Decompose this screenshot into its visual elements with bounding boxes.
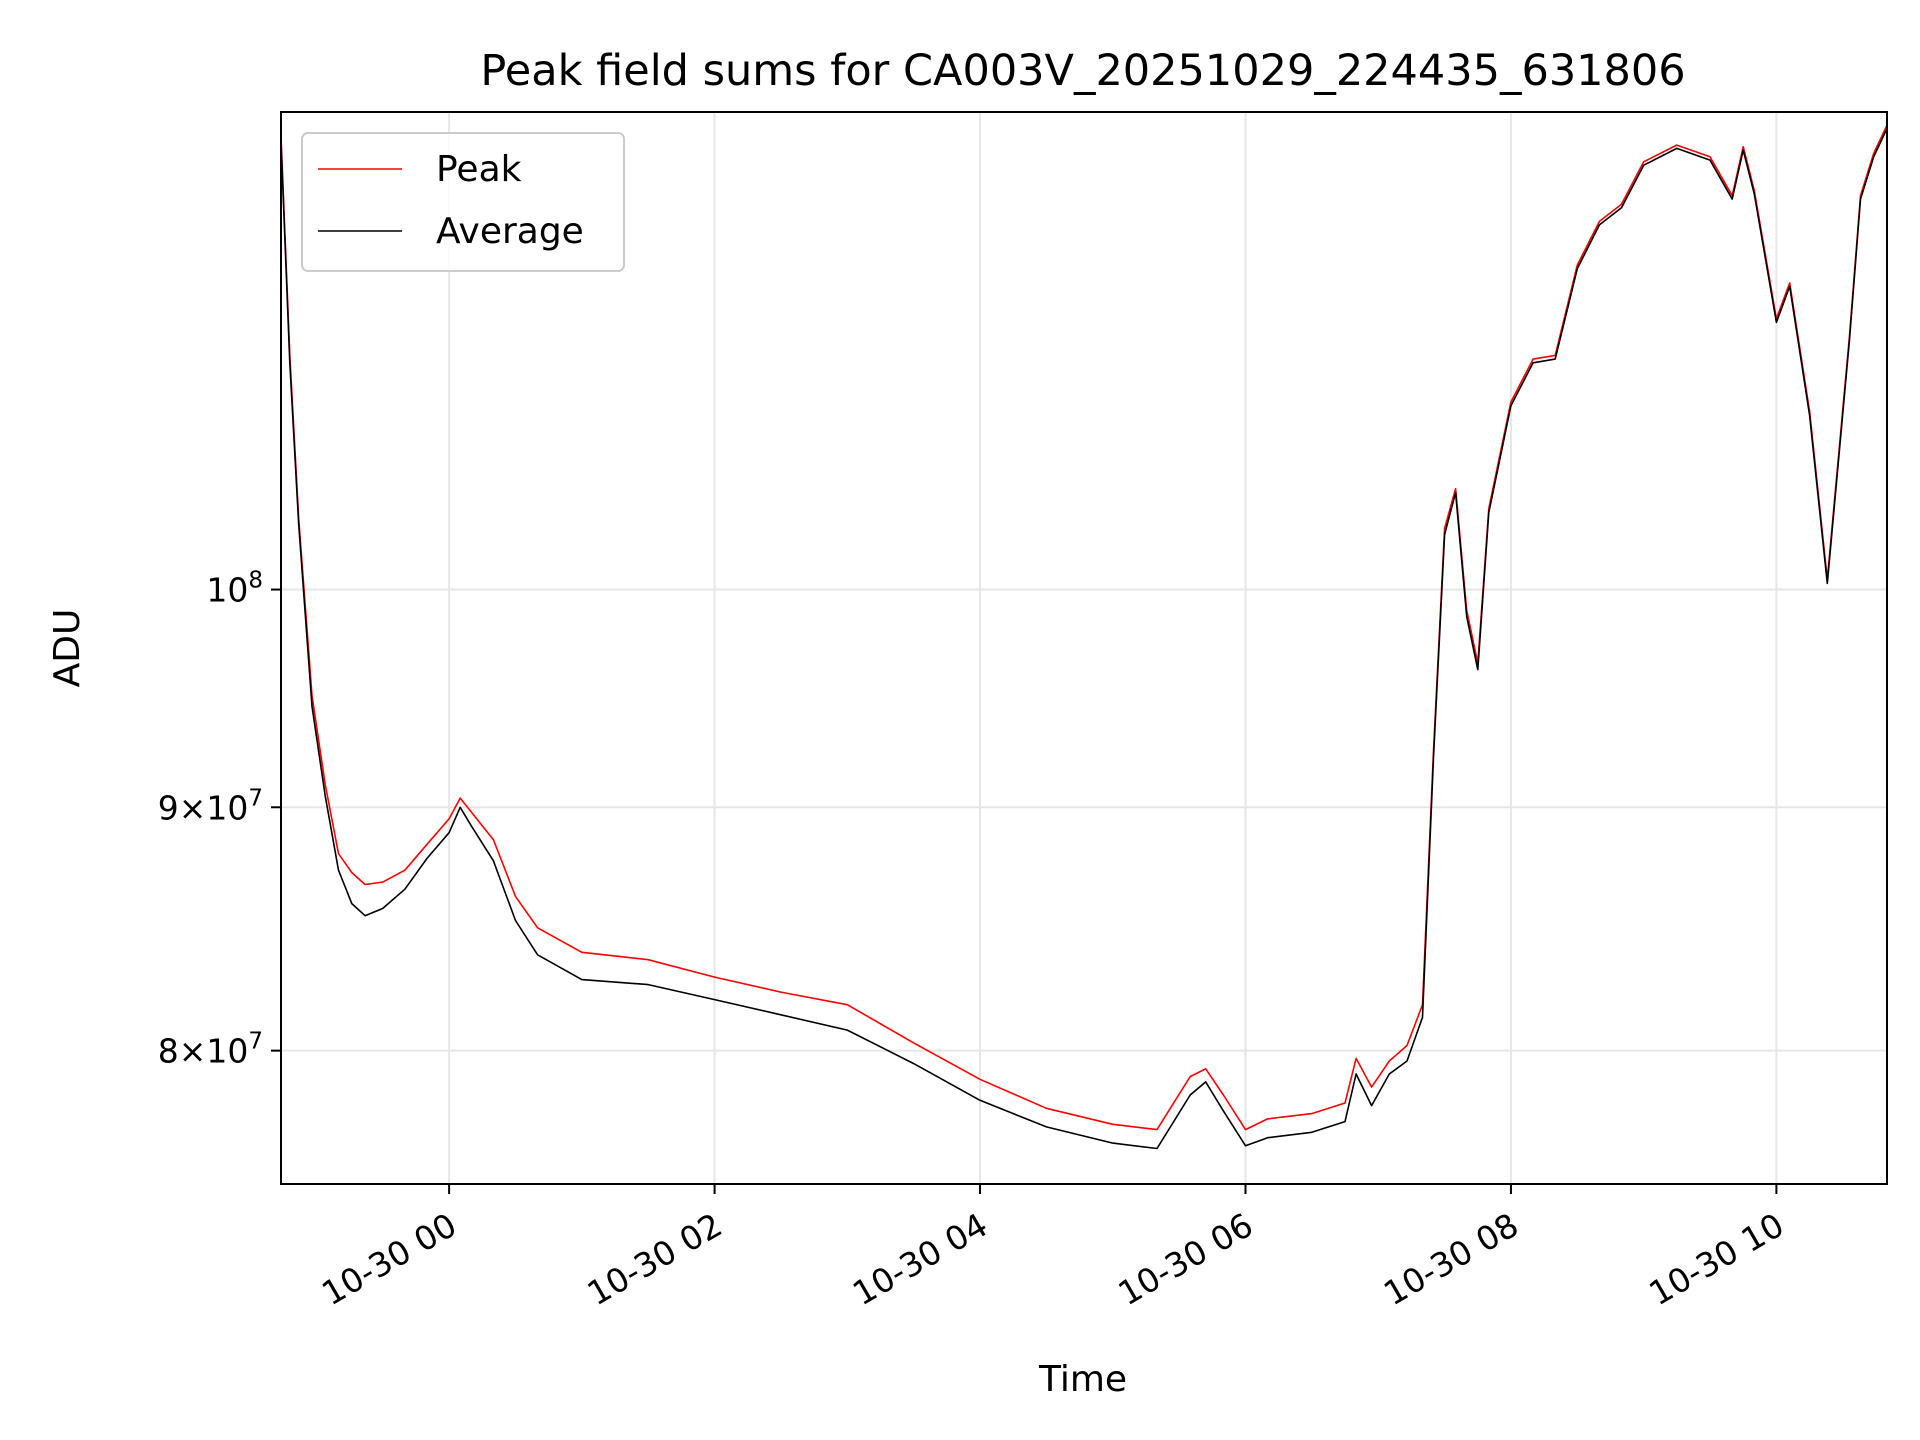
- y-tick-label: 108: [206, 568, 263, 610]
- series-line-peak: [281, 124, 1887, 1131]
- y-tick-label: 8×107: [158, 1029, 263, 1071]
- chart-title: Peak field sums for CA003V_20251029_2244…: [480, 46, 1685, 96]
- y-axis-label: ADU: [47, 609, 88, 688]
- series-line-average: [281, 128, 1887, 1150]
- plot-area: [281, 124, 1887, 1150]
- x-axis-label: Time: [1038, 1359, 1127, 1400]
- legend: Peak Average: [301, 132, 625, 272]
- legend-box: [301, 132, 625, 272]
- y-axis: 8×107 9×107 108: [158, 568, 281, 1071]
- legend-peak-label: Peak: [436, 149, 522, 190]
- y-tick-label: 9×107: [158, 785, 263, 827]
- legend-average-label: Average: [436, 211, 584, 252]
- axes-frame: [280, 111, 1888, 1185]
- grid: [281, 112, 1887, 1184]
